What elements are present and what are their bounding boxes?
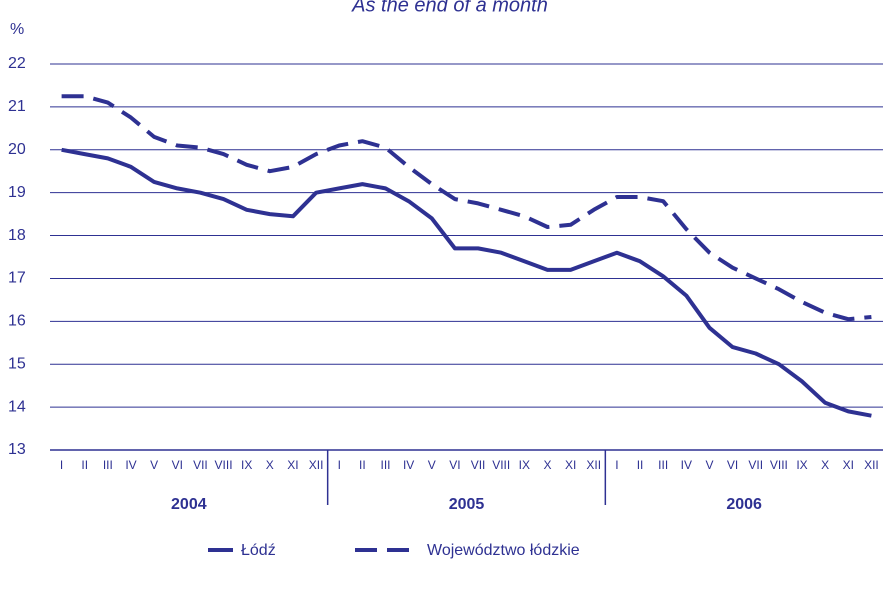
y-tick-label: 14 (8, 398, 26, 415)
y-tick-label: 21 (8, 98, 26, 115)
x-tick-label: IV (403, 458, 414, 472)
x-tick-label: II (637, 458, 644, 472)
y-tick-label: 17 (8, 270, 26, 287)
legend-label: Łódź (241, 542, 276, 559)
x-tick-label: VII (193, 458, 208, 472)
y-tick-label: 18 (8, 227, 26, 244)
x-tick-label: X (266, 458, 274, 472)
x-tick-label: VI (172, 458, 183, 472)
x-tick-label: V (428, 458, 436, 472)
y-tick-label: 13 (8, 441, 26, 458)
x-tick-label: VIII (770, 458, 788, 472)
x-tick-label: I (338, 458, 341, 472)
x-tick-label: III (381, 458, 391, 472)
x-tick-label: X (543, 458, 551, 472)
x-tick-label: XI (843, 458, 854, 472)
series-line (61, 94, 872, 322)
y-tick-label: 15 (8, 355, 26, 372)
year-label: 2006 (726, 496, 762, 513)
x-tick-label: II (359, 458, 366, 472)
year-label: 2005 (449, 496, 485, 513)
x-tick-label: I (615, 458, 618, 472)
x-tick-label: VI (727, 458, 738, 472)
x-tick-label: X (821, 458, 829, 472)
x-tick-label: IX (241, 458, 252, 472)
y-tick-label: 16 (8, 313, 26, 330)
x-tick-label: IX (796, 458, 807, 472)
y-tick-label: 20 (8, 141, 26, 158)
x-tick-label: XI (565, 458, 576, 472)
x-tick-label: V (705, 458, 713, 472)
series-line (61, 147, 872, 418)
x-tick-label: III (658, 458, 668, 472)
y-unit: % (10, 21, 24, 38)
x-tick-label: XII (309, 458, 324, 472)
legend-label: Województwo łódzkie (427, 542, 580, 559)
x-tick-label: V (150, 458, 158, 472)
x-tick-label: III (103, 458, 113, 472)
x-tick-label: IV (681, 458, 692, 472)
x-tick-label: VII (471, 458, 486, 472)
x-tick-label: IV (125, 458, 136, 472)
x-tick-label: VI (449, 458, 460, 472)
y-tick-label: 19 (8, 184, 26, 201)
chart-title: As the end of a month (351, 0, 548, 16)
x-tick-label: XII (864, 458, 879, 472)
year-label: 2004 (171, 496, 207, 513)
x-tick-label: I (60, 458, 63, 472)
x-tick-label: VII (748, 458, 763, 472)
x-tick-label: XI (287, 458, 298, 472)
y-tick-label: 22 (8, 55, 26, 72)
x-tick-label: IX (519, 458, 530, 472)
x-tick-label: II (81, 458, 88, 472)
x-tick-label: VIII (215, 458, 233, 472)
x-tick-label: VIII (492, 458, 510, 472)
x-tick-label: XII (586, 458, 601, 472)
